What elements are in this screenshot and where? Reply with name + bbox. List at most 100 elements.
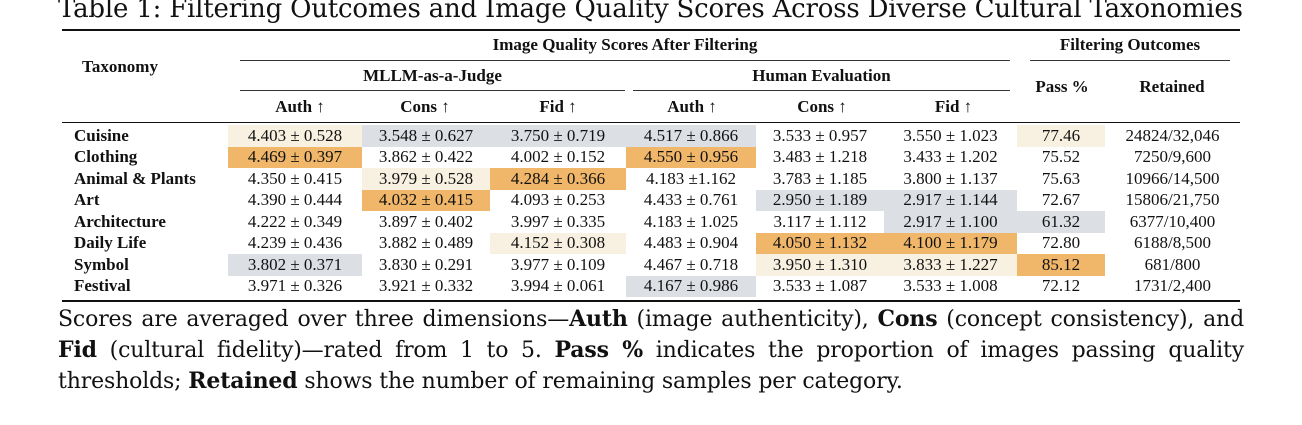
header-mllm-auth: Auth ↑ xyxy=(275,97,325,116)
retained-cell: 24824/32,046 xyxy=(1125,125,1220,145)
taxonomy-cell: Animal & Plants xyxy=(74,168,196,188)
results-table: Cuisine 4.403 ± 0.528 3.548 ± 0.627 3.750 ±… xyxy=(62,125,1240,297)
table-row: Architecture 4.222 ± 0.349 3.897 ± 0.402 3.… xyxy=(62,211,1240,233)
header-mllm-as-a-judge: MLLM-as-a-Judge xyxy=(363,66,502,85)
human-fid-cell: 3.800 ± 1.137 xyxy=(903,168,998,188)
human-auth-cell: 4.483 ± 0.904 xyxy=(643,233,739,253)
table-row: Animal & Plants 4.350 ± 0.415 3.979 ± 0.52… xyxy=(62,168,1240,190)
header-human-auth: Auth ↑ xyxy=(667,97,717,116)
pass-percent-cell: 75.63 xyxy=(1041,168,1081,188)
human-auth-cell: 4.550 ± 0.956 xyxy=(626,146,756,168)
mllm-auth-cell: 4.239 ± 0.436 xyxy=(247,233,343,253)
human-auth-cell: 4.183 ± 1.025 xyxy=(643,211,739,231)
human-cons-cell: 3.483 ± 1.218 xyxy=(772,147,868,167)
mllm-cons-cell: 3.882 ± 0.489 xyxy=(378,233,474,253)
retained-cell: 1731/2,400 xyxy=(1134,276,1211,296)
table-row: Daily Life 4.239 ± 0.436 3.882 ± 0.489 4.15… xyxy=(62,232,1240,254)
human-auth-cell: 4.183 ±1.162 xyxy=(645,168,737,188)
caption-term-retained: Retained xyxy=(188,368,298,394)
caption-term-cons: Cons xyxy=(877,306,938,332)
caption-text: (cultural fidelity)—rated from 1 to 5. xyxy=(96,338,555,363)
retained-cell: 6188/8,500 xyxy=(1134,233,1211,253)
header-human-cons: Cons ↑ xyxy=(797,97,847,116)
human-fid-cell: 3.833 ± 1.227 xyxy=(884,254,1017,276)
header-pass-percent: Pass % xyxy=(1035,77,1089,96)
human-cons-cell: 3.117 ± 1.112 xyxy=(773,211,867,231)
taxonomy-cell: Clothing xyxy=(74,147,138,167)
top-rule xyxy=(62,29,1240,31)
header-image-quality-scores: Image Quality Scores After Filtering xyxy=(492,35,758,54)
pass-percent-cell: 75.52 xyxy=(1041,147,1081,167)
human-auth-cell: 4.467 ± 0.718 xyxy=(643,254,739,274)
human-cons-cell: 3.533 ± 1.087 xyxy=(772,276,868,296)
retained-cell: 681/800 xyxy=(1144,254,1201,274)
pass-percent-cell: 72.67 xyxy=(1041,190,1081,210)
mllm-fid-cell: 3.750 ± 0.719 xyxy=(490,125,626,147)
group-outcomes-rule xyxy=(1030,60,1230,61)
caption-text: indicates the proportion of images passi… xyxy=(58,338,1244,394)
caption-text: Scores are averaged over three dimension… xyxy=(58,307,570,332)
mllm-auth-cell: 4.350 ± 0.415 xyxy=(247,168,343,188)
bottom-rule xyxy=(62,300,1240,302)
mllm-auth-cell: 3.802 ± 0.371 xyxy=(228,254,362,276)
taxonomy-cell: Festival xyxy=(74,276,131,296)
table-row: Cuisine 4.403 ± 0.528 3.548 ± 0.627 3.750 ±… xyxy=(62,125,1240,147)
human-auth-cell: 4.517 ± 0.866 xyxy=(626,125,756,147)
human-fid-cell: 3.550 ± 1.023 xyxy=(903,125,998,145)
mllm-cons-cell: 3.548 ± 0.627 xyxy=(362,125,490,147)
group-scores-rule xyxy=(240,60,1010,61)
table-row: Clothing 4.469 ± 0.397 3.862 ± 0.422 4.002 … xyxy=(62,146,1240,168)
human-fid-cell: 4.100 ± 1.179 xyxy=(884,232,1017,254)
mllm-cons-cell: 3.897 ± 0.402 xyxy=(378,211,474,231)
retained-cell: 6377/10,400 xyxy=(1129,211,1216,231)
human-auth-cell: 4.433 ± 0.761 xyxy=(643,190,739,210)
header-mllm-cons: Cons ↑ xyxy=(400,97,450,116)
header-retained: Retained xyxy=(1139,77,1205,96)
human-cons-cell: 3.533 ± 0.957 xyxy=(772,125,868,145)
table-row: Festival 3.971 ± 0.326 3.921 ± 0.332 3.994 … xyxy=(62,275,1240,297)
mllm-fid-cell: 3.994 ± 0.061 xyxy=(510,276,606,296)
caption-term-fid: Fid xyxy=(58,337,97,363)
mllm-cons-cell: 3.830 ± 0.291 xyxy=(378,254,474,274)
header-human-fid: Fid ↑ xyxy=(934,97,973,116)
header-human-evaluation: Human Evaluation xyxy=(752,66,891,85)
taxonomy-cell: Symbol xyxy=(74,254,129,274)
header-filtering-outcomes: Filtering Outcomes xyxy=(1059,35,1201,54)
taxonomy-cell: Art xyxy=(74,190,100,210)
caption-text: shows the number of remaining samples pe… xyxy=(297,369,903,394)
mllm-rule xyxy=(240,90,625,91)
taxonomy-cell: Cuisine xyxy=(74,125,129,145)
retained-cell: 15806/21,750 xyxy=(1125,190,1220,210)
human-fid-cell: 2.917 ± 1.144 xyxy=(884,189,1017,211)
retained-cell: 10966/14,500 xyxy=(1125,168,1220,188)
human-cons-cell: 3.783 ± 1.185 xyxy=(772,168,868,188)
mllm-fid-cell: 3.977 ± 0.109 xyxy=(510,254,606,274)
table-row: Symbol 3.802 ± 0.371 3.830 ± 0.291 3.977 ± … xyxy=(62,254,1240,276)
human-cons-cell: 3.950 ± 1.310 xyxy=(756,254,884,276)
caption-text: (concept consistency), and xyxy=(937,307,1245,332)
mllm-cons-cell: 3.921 ± 0.332 xyxy=(378,276,474,296)
mllm-fid-cell: 4.002 ± 0.152 xyxy=(510,147,606,167)
retained-cell: 7250/9,600 xyxy=(1134,147,1211,167)
mllm-fid-cell: 4.093 ± 0.253 xyxy=(510,190,606,210)
mllm-auth-cell: 4.222 ± 0.349 xyxy=(247,211,343,231)
pass-percent-cell: 72.80 xyxy=(1041,233,1081,253)
mllm-auth-cell: 4.403 ± 0.528 xyxy=(228,125,362,147)
human-fid-cell: 3.533 ± 1.008 xyxy=(903,276,998,296)
caption-text: (image authenticity), xyxy=(627,307,878,332)
mllm-auth-cell: 3.971 ± 0.326 xyxy=(247,276,343,296)
table-row: Art 4.390 ± 0.444 4.032 ± 0.415 4.093 ± 0.2… xyxy=(62,189,1240,211)
pass-percent-cell: 72.12 xyxy=(1041,276,1081,296)
mllm-fid-cell: 3.997 ± 0.335 xyxy=(510,211,606,231)
mllm-fid-cell: 4.284 ± 0.366 xyxy=(490,168,626,190)
caption-term-auth: Auth xyxy=(569,306,628,332)
header-mllm-fid: Fid ↑ xyxy=(539,97,577,116)
table-caption: Scores are averaged over three dimension… xyxy=(58,304,1244,397)
header-taxonomy: Taxonomy xyxy=(82,57,158,76)
pass-percent-cell: 61.32 xyxy=(1017,211,1105,233)
mllm-auth-cell: 4.390 ± 0.444 xyxy=(247,190,343,210)
human-cons-cell: 2.950 ± 1.189 xyxy=(756,189,884,211)
mllm-fid-cell: 4.152 ± 0.308 xyxy=(490,232,626,254)
pass-percent-cell: 85.12 xyxy=(1017,254,1105,276)
mllm-auth-cell: 4.469 ± 0.397 xyxy=(228,146,362,168)
